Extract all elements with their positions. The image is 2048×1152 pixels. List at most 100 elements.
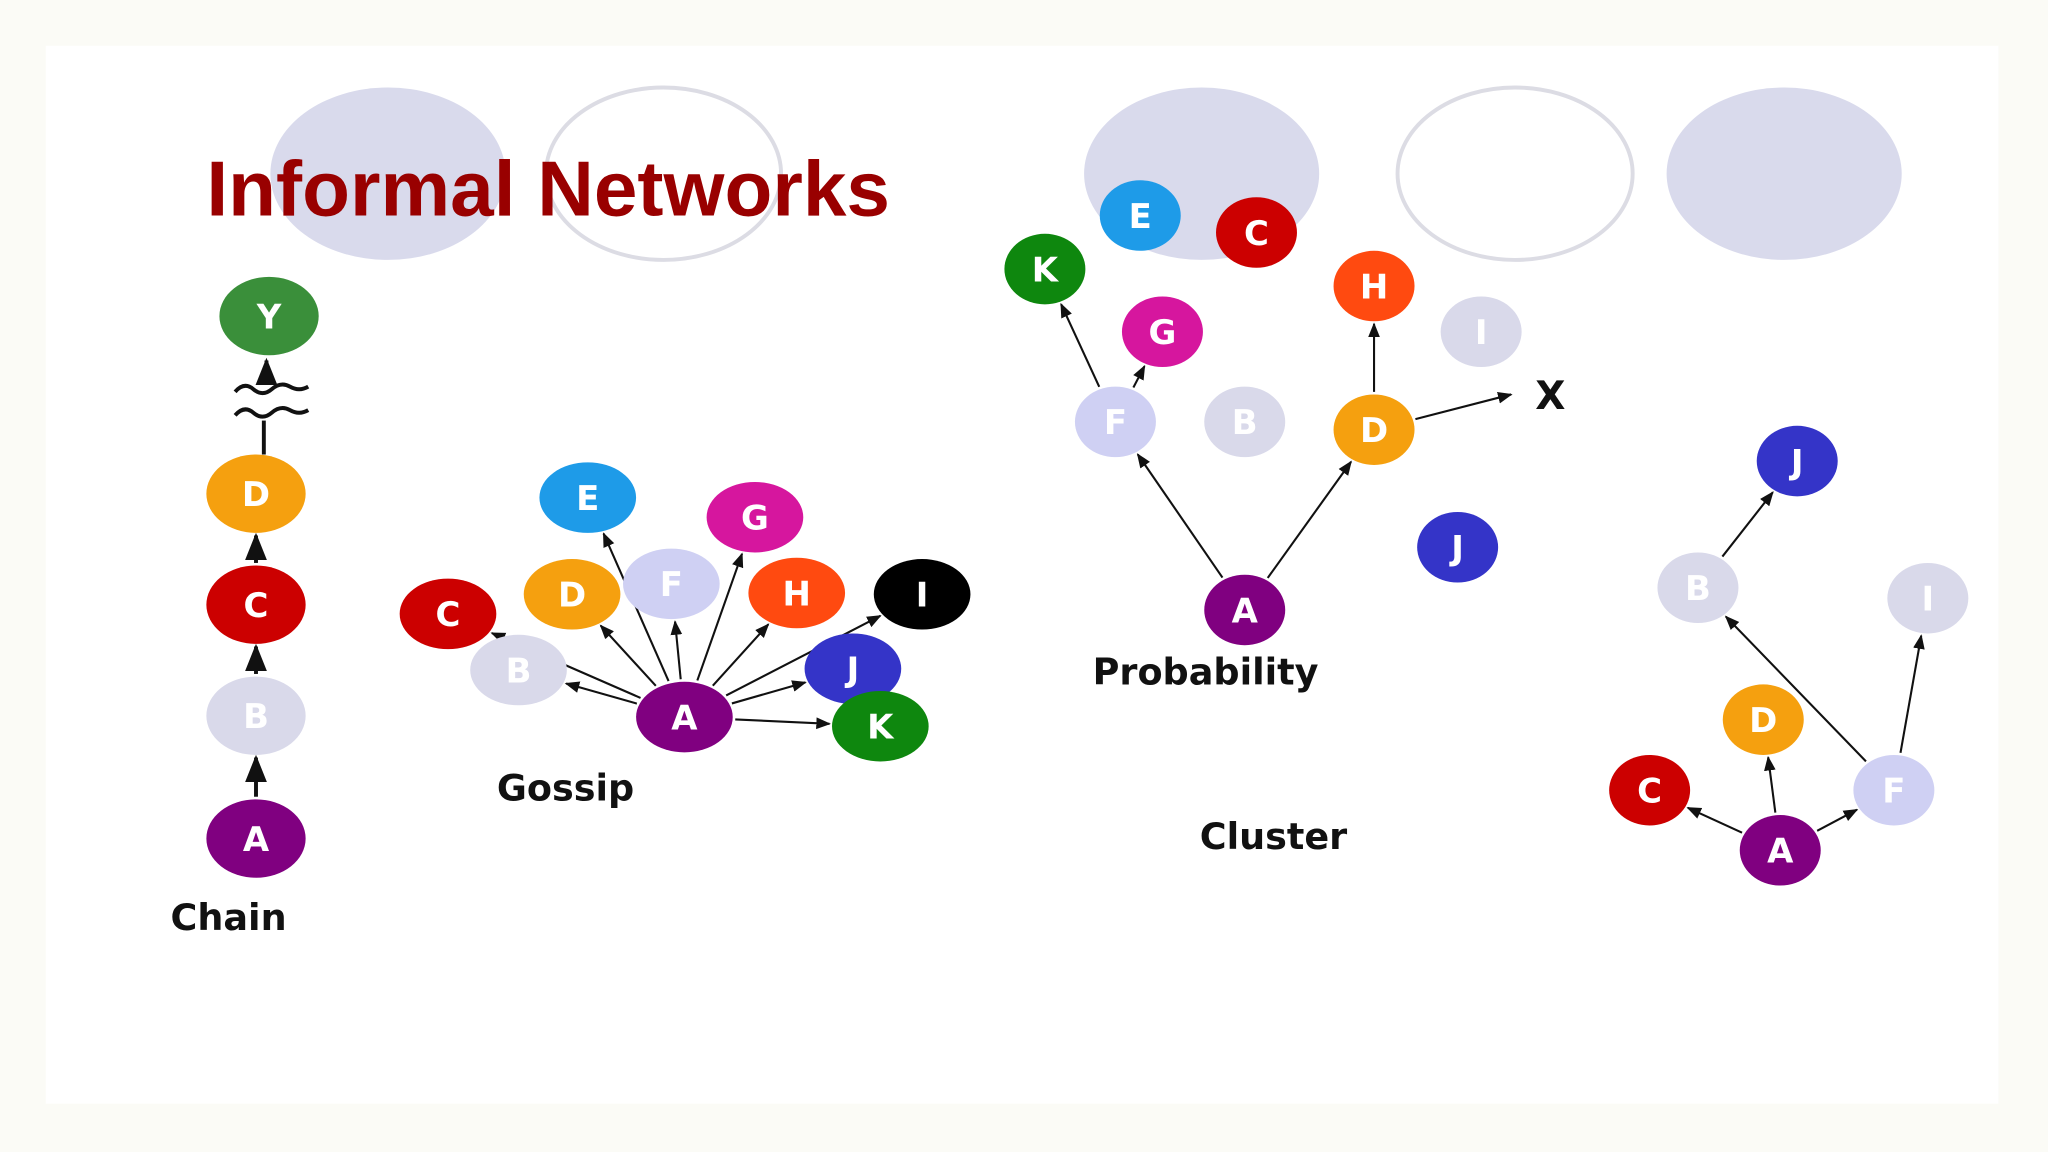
node-label: E: [1129, 197, 1152, 237]
edge-p-F-to-p-G: [1132, 364, 1146, 388]
edge-p-F-to-p-K: [1060, 302, 1101, 388]
node-cluster-i: I: [1887, 562, 1969, 634]
node-circle: [1657, 552, 1739, 624]
node-label: E: [576, 479, 599, 519]
node-probability-k: K: [1004, 233, 1086, 305]
edge-c-A-to-c-C: [1686, 806, 1743, 834]
edge-g-A-to-g-F: [670, 620, 683, 680]
node-label: A: [1232, 591, 1259, 631]
node-circle: [219, 276, 319, 356]
node-label: F: [660, 565, 683, 605]
node-circle: [206, 565, 306, 644]
caption-cluster: Cluster: [1200, 815, 1347, 858]
node-probability-c: C: [1216, 197, 1297, 268]
node-label: A: [1767, 832, 1794, 872]
node-circle: [399, 578, 497, 650]
node-circle: [470, 634, 567, 706]
decor-circle-filled: [270, 87, 506, 260]
edges-layer: [233, 302, 1925, 834]
node-cluster-b: B: [1657, 552, 1739, 624]
node-label: G: [1149, 313, 1177, 353]
node-circle: [623, 548, 720, 620]
caption-chain: Chain: [171, 896, 287, 939]
caption-probability: Probability: [1093, 650, 1319, 693]
node-label: I: [1922, 580, 1935, 620]
node-probability-d: D: [1333, 394, 1415, 465]
node-probability-e: E: [1099, 180, 1181, 251]
node-label: B: [506, 651, 532, 691]
node-circle: [206, 676, 306, 755]
node-label: C: [436, 595, 461, 635]
node-circle: [1853, 754, 1935, 826]
node-gossip-b: B: [470, 634, 567, 706]
node-chain-y: Y: [219, 276, 319, 356]
decor-circle-outline: [1395, 85, 1635, 262]
node-gossip-i: I: [873, 559, 971, 630]
node-cluster-c: C: [1609, 754, 1691, 826]
edge-g-A-to-g-H: [712, 623, 770, 687]
node-label: I: [1475, 313, 1488, 353]
node-label: B: [243, 697, 269, 737]
edge-g-A-to-g-G: [696, 552, 744, 681]
node-circle: [539, 462, 637, 533]
node-circle: [1887, 562, 1969, 634]
node-label: A: [671, 698, 698, 738]
node-circle: [1099, 180, 1181, 251]
node-circle: [636, 681, 733, 753]
node-circle: [1756, 425, 1838, 497]
node-label: J: [1449, 529, 1464, 569]
edge-g-A-to-g-I: [725, 614, 882, 697]
node-label: D: [558, 576, 586, 616]
node-circle: [523, 559, 621, 630]
node-label: Y: [256, 297, 282, 337]
node-circle: [1739, 815, 1821, 886]
node-chain-d: D: [206, 454, 306, 533]
node-label: H: [1360, 267, 1388, 307]
node-probability-g: G: [1121, 296, 1203, 368]
node-gossip-c: C: [399, 578, 497, 650]
node-label: D: [1360, 411, 1388, 451]
node-gossip-h: H: [748, 557, 846, 629]
node-circle: [1333, 250, 1415, 322]
edge-g-A-to-g-D: [599, 624, 657, 687]
node-label: B: [1232, 403, 1258, 443]
node-circle: [1609, 754, 1691, 826]
node-label: D: [242, 475, 270, 515]
node-circle: [748, 557, 846, 629]
node-gossip-g: G: [706, 481, 804, 553]
decorative-circles: [270, 85, 1902, 262]
node-cluster-j: J: [1756, 425, 1838, 497]
node-probability-h: H: [1333, 250, 1415, 322]
node-label: C: [1244, 214, 1269, 254]
node-gossip-d: D: [523, 559, 621, 630]
node-label: F: [1104, 403, 1127, 443]
node-probability-b: B: [1204, 386, 1286, 458]
caption-gossip: Gossip: [497, 767, 634, 810]
edge-c-B-to-c-J: [1721, 491, 1774, 558]
edge-p-A-to-p-D: [1266, 460, 1352, 579]
node-circle: [1204, 386, 1286, 458]
node-probability-i: I: [1440, 296, 1522, 368]
edge-c-F-to-c-I: [1899, 634, 1925, 753]
node-cluster-a: A: [1739, 815, 1821, 886]
node-circle: [706, 481, 804, 553]
node-probability-j: J: [1417, 512, 1499, 583]
node-label: J: [845, 650, 860, 690]
node-cluster-d: D: [1722, 684, 1804, 755]
node-label: K: [867, 708, 895, 748]
node-circle: [804, 633, 902, 704]
edge-c-A-to-c-F: [1816, 808, 1859, 832]
node-circle: [1004, 233, 1086, 305]
node-circle: [832, 690, 929, 762]
node-chain-a: A: [206, 799, 306, 878]
node-probability-f: F: [1074, 386, 1156, 458]
node-circle: [1440, 296, 1522, 368]
node-circle: [206, 454, 306, 533]
edge-c-A-to-c-D: [1764, 755, 1777, 813]
node-circle: [1722, 684, 1804, 755]
edge-g-A-to-g-B: [564, 681, 638, 705]
node-label: C: [244, 586, 269, 626]
decor-circle-filled: [1666, 87, 1902, 260]
